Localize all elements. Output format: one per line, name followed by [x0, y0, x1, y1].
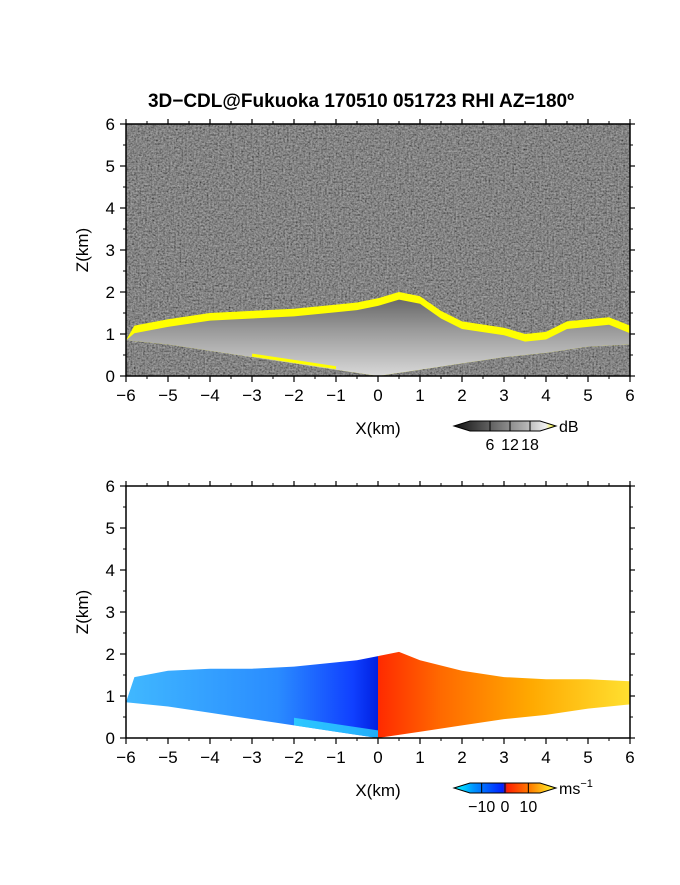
colorbar-unit: dB: [559, 419, 579, 436]
colorbar-tick-label: 6: [486, 437, 495, 454]
velocity-near-field: [294, 717, 378, 738]
x-tick-label: 3: [499, 386, 508, 405]
colorbar-tick-label: 0: [501, 799, 510, 816]
y-tick-label: 1: [106, 325, 115, 344]
y-tick-label: 2: [106, 645, 115, 664]
colorbar-unit: ms−1: [559, 778, 593, 798]
x-tick-label: 1: [415, 748, 424, 767]
x-axis-label: X(km): [355, 419, 400, 438]
x-tick-label: 5: [583, 386, 592, 405]
x-tick-label: 1: [415, 386, 424, 405]
colorbar-ticks: 6 12 18: [486, 421, 539, 454]
y-tick-label: 0: [106, 729, 115, 748]
y-tick-label: 5: [106, 519, 115, 538]
colorbar-tick-label: 18: [521, 437, 539, 454]
x-tick-label: −5: [158, 386, 177, 405]
colorbar-tick-label: 10: [519, 799, 537, 816]
x-tick-label: −6: [116, 386, 135, 405]
y-tick-label: 5: [106, 157, 115, 176]
y-tick-label: 3: [106, 241, 115, 260]
x-tick-label: 2: [457, 748, 466, 767]
x-tick-label: 4: [541, 386, 550, 405]
y-tick-label: 6: [106, 115, 115, 134]
x-tick-label: −2: [284, 386, 303, 405]
x-tick-label: −2: [284, 748, 303, 767]
colorbar-tick-label: −10: [468, 799, 495, 816]
y-tick-label: 4: [106, 199, 115, 218]
y-axis-label: Z(km): [73, 590, 92, 634]
y-axis-label: Z(km): [73, 228, 92, 272]
reflectivity-axes: −6 −5 −4 −3 −2 −1 0 1 2 3 4 5 6 0 1 2 3 4 5 6: [106, 115, 635, 405]
chart-title: 3D−CDL@Fukuoka 170510 051723 RHI AZ=180º: [148, 91, 574, 112]
x-tick-label: −6: [116, 748, 135, 767]
y-tick-label: 0: [106, 367, 115, 386]
x-axis-label: X(km): [355, 781, 400, 800]
x-tick-label: 5: [583, 748, 592, 767]
x-tick-label: 6: [625, 386, 634, 405]
x-tick-label: −5: [158, 748, 177, 767]
velocity-axes: −6 −5 −4 −3 −2 −1 0 1 2 3 4 5 6 0 1 2 3 4 5 6: [106, 477, 635, 767]
x-tick-label: −1: [326, 386, 345, 405]
x-tick-label: −4: [200, 748, 219, 767]
velocity-colorbar: −10 0 10 ms−1: [452, 778, 593, 816]
x-tick-label: 0: [373, 748, 382, 767]
x-tick-label: 3: [499, 748, 508, 767]
colorbar-tick-label: 12: [501, 437, 519, 454]
reflectivity-echo: [126, 299, 630, 376]
x-tick-label: −1: [326, 748, 345, 767]
colorbar-ticks: −10 0 10: [468, 783, 537, 816]
x-tick-label: 2: [457, 386, 466, 405]
colorbar-bar: [452, 420, 558, 432]
velocity-echo-approaching: [126, 656, 378, 738]
x-tick-label: 4: [541, 748, 550, 767]
y-tick-label: 1: [106, 687, 115, 706]
reflectivity-colorbar: 6 12 18 dB: [452, 419, 579, 454]
x-tick-label: −3: [242, 748, 261, 767]
x-tick-label: −3: [242, 386, 261, 405]
echo-base-edge: [251, 353, 337, 370]
x-tick-label: 6: [625, 748, 634, 767]
x-tick-label: −4: [200, 386, 219, 405]
y-tick-label: 2: [106, 283, 115, 302]
y-tick-label: 3: [106, 603, 115, 622]
x-tick-label: 0: [373, 386, 382, 405]
velocity-echo-receding: [378, 651, 630, 738]
y-tick-label: 4: [106, 561, 115, 580]
y-tick-label: 6: [106, 477, 115, 496]
